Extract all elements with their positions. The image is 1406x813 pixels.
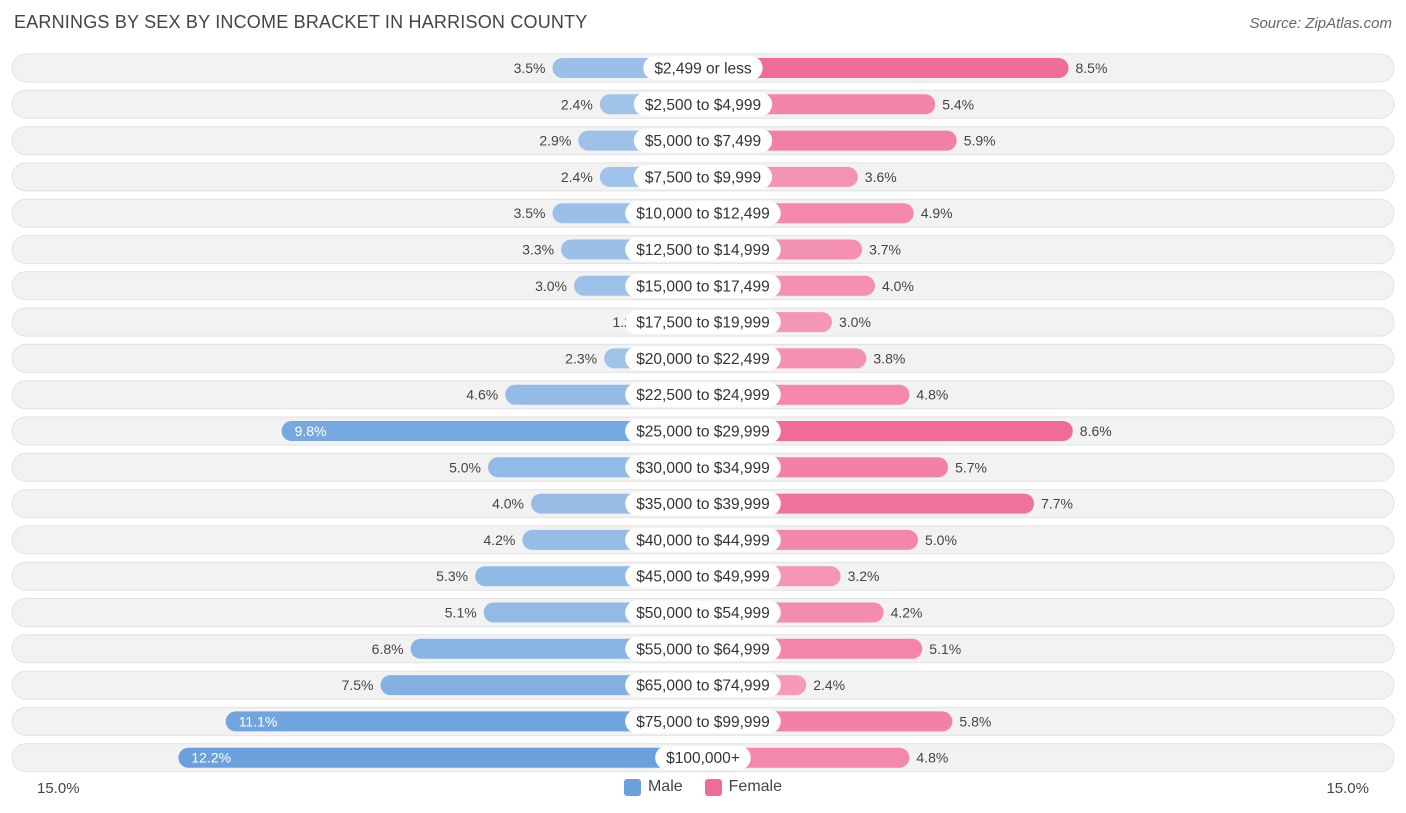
legend-swatch-male — [623, 778, 641, 796]
data-label-male: 3.0% — [535, 278, 567, 294]
data-label-female: 4.8% — [916, 387, 948, 403]
category-pill — [625, 237, 781, 262]
category-label: $25,000 to $29,999 — [636, 424, 770, 441]
data-label-male: 2.4% — [561, 169, 593, 185]
data-label-male: 7.5% — [342, 677, 374, 693]
category-label: $75,000 to $99,999 — [636, 714, 770, 731]
category-label: $22,500 to $24,999 — [636, 387, 770, 404]
bar-female — [703, 493, 1035, 514]
data-label-male: 3.5% — [514, 60, 546, 76]
data-label-male: 5.1% — [445, 605, 477, 621]
bar-female — [703, 747, 910, 768]
legend-swatch-female — [704, 778, 722, 796]
bar-male — [281, 421, 703, 441]
data-label-female: 4.8% — [916, 750, 948, 766]
category-pill — [633, 92, 773, 117]
category-label: $100,000+ — [666, 750, 740, 767]
category-label: $45,000 to $49,999 — [636, 569, 770, 586]
data-label-female: 2.4% — [813, 677, 845, 693]
category-label: $12,500 to $14,999 — [636, 242, 770, 259]
category-label: $40,000 to $44,999 — [636, 532, 770, 549]
category-pill — [625, 455, 781, 480]
category-pill — [625, 310, 781, 335]
category-label: $50,000 to $54,999 — [636, 605, 770, 622]
bar-male — [178, 747, 703, 768]
legend-item-male: Male — [623, 778, 683, 796]
data-label-female: 4.9% — [921, 205, 953, 221]
bar-female — [703, 58, 1069, 78]
legend-item-female: Female — [704, 778, 783, 796]
bar-male — [225, 711, 703, 732]
category-pill — [625, 346, 781, 371]
data-label-female: 5.1% — [929, 641, 961, 657]
data-label-male: 12.2% — [191, 750, 231, 766]
data-label-male: 2.3% — [565, 350, 597, 366]
chart-title: EARNINGS BY SEX BY INCOME BRACKET IN HAR… — [14, 12, 588, 32]
data-label-female: 4.0% — [882, 278, 914, 294]
data-label-female: 5.0% — [925, 532, 957, 548]
category-pill — [625, 419, 781, 443]
category-pill — [625, 673, 781, 698]
category-label: $7,500 to $9,999 — [645, 169, 761, 186]
category-pill — [625, 273, 781, 298]
data-label-female: 4.2% — [891, 605, 923, 621]
category-label: $5,000 to $7,499 — [645, 133, 761, 150]
data-label-male: 11.1% — [239, 713, 278, 729]
category-label: $20,000 to $22,499 — [636, 351, 770, 368]
data-label-male: 3.3% — [522, 242, 554, 258]
data-label-female: 3.0% — [839, 314, 871, 330]
legend-label-male: Male — [647, 778, 683, 795]
data-label-female: 3.7% — [869, 242, 901, 258]
category-label: $2,500 to $4,999 — [645, 97, 761, 114]
data-label-female: 3.6% — [865, 169, 897, 185]
bar-male — [380, 675, 703, 696]
data-label-female: 3.8% — [873, 350, 905, 366]
category-label: $30,000 to $34,999 — [636, 460, 770, 477]
axis-label-right: 15.0% — [1326, 780, 1369, 797]
category-label: $55,000 to $64,999 — [636, 641, 770, 658]
category-pill — [625, 491, 781, 516]
data-label-female: 7.7% — [1041, 496, 1073, 512]
data-label-female: 5.8% — [959, 713, 991, 729]
category-pill — [655, 745, 751, 770]
data-label-male: 3.5% — [514, 205, 546, 221]
category-pill — [625, 709, 781, 734]
data-label-female: 5.7% — [955, 459, 987, 475]
data-label-female: 5.4% — [942, 96, 974, 112]
category-pill — [625, 201, 781, 226]
category-label: $2,499 or less — [654, 61, 752, 78]
category-pill — [643, 56, 763, 80]
category-pill — [625, 527, 781, 552]
data-label-male: 4.0% — [492, 496, 524, 512]
data-label-male: 4.2% — [483, 532, 515, 548]
category-label: $65,000 to $74,999 — [636, 678, 770, 695]
axis-label-left: 15.0% — [37, 780, 80, 797]
category-label: $15,000 to $17,499 — [636, 278, 770, 295]
data-label-male: 6.8% — [372, 641, 404, 657]
data-label-male: 4.6% — [466, 387, 498, 403]
data-label-male: 2.4% — [561, 96, 593, 112]
category-pill — [625, 564, 781, 589]
category-label: $35,000 to $39,999 — [636, 496, 770, 513]
data-label-male: 5.3% — [436, 568, 468, 584]
data-label-female: 8.6% — [1080, 423, 1112, 439]
legend: Male Female — [0, 778, 1406, 796]
data-label-male: 5.0% — [449, 459, 481, 475]
category-label: $17,500 to $19,999 — [636, 315, 770, 332]
category-pill — [633, 128, 773, 153]
legend-label-female: Female — [728, 778, 783, 795]
data-label-female: 3.2% — [848, 568, 880, 584]
data-label-female: 8.5% — [1076, 60, 1108, 76]
data-label-male: 2.9% — [539, 133, 571, 149]
category-pill — [633, 164, 773, 189]
source-attribution: Source: ZipAtlas.com — [1249, 15, 1392, 32]
category-pill — [625, 636, 781, 661]
data-label-female: 5.9% — [964, 133, 996, 149]
bar-female — [703, 421, 1073, 441]
data-label-male: 9.8% — [295, 423, 327, 439]
category-pill — [625, 600, 781, 625]
category-label: $10,000 to $12,499 — [636, 206, 770, 223]
category-pill — [625, 382, 781, 407]
